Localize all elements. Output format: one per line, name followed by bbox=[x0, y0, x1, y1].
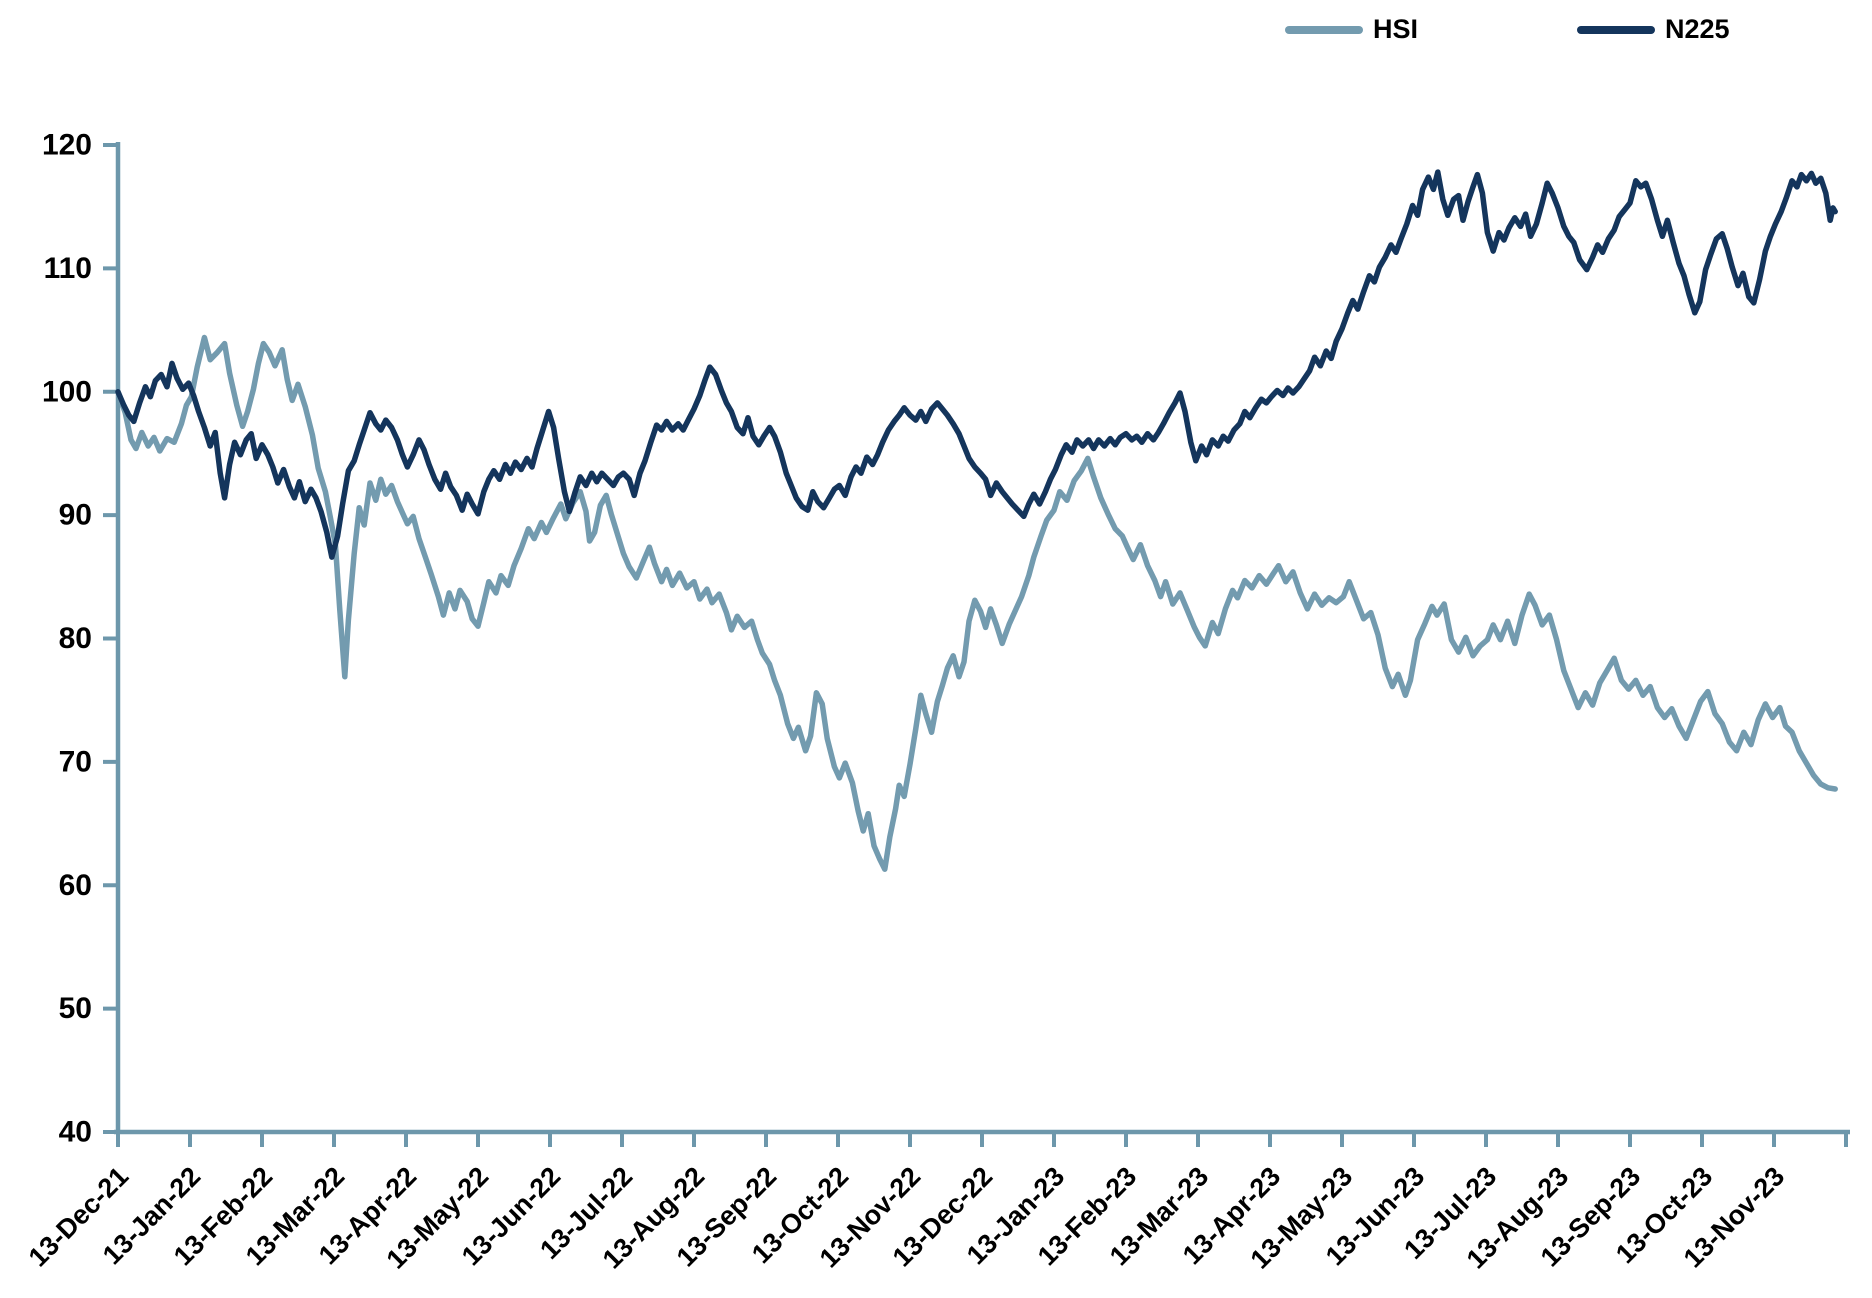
y-axis-tick-label: 50 bbox=[59, 992, 92, 1025]
y-axis-tick-label: 110 bbox=[44, 252, 92, 285]
n225-line-swatch bbox=[1577, 25, 1655, 34]
legend-item-hsi[interactable]: HSI bbox=[1285, 14, 1418, 45]
legend-label-hsi: HSI bbox=[1373, 14, 1419, 44]
y-axis-tick-label: 90 bbox=[59, 499, 92, 532]
y-axis-tick-label: 60 bbox=[59, 869, 92, 902]
y-axis-tick-label: 40 bbox=[59, 1116, 92, 1149]
y-axis-tick-label: 100 bbox=[42, 375, 92, 408]
y-axis-tick-label: 80 bbox=[59, 622, 92, 655]
n225-line-series[interactable] bbox=[115, 169, 1838, 560]
hsi-line-swatch bbox=[1285, 25, 1363, 34]
legend-item-n225[interactable]: N225 bbox=[1577, 14, 1730, 45]
y-axis-tick-label: 120 bbox=[42, 129, 92, 162]
y-axis-tick-label: 70 bbox=[59, 745, 92, 778]
hsi-line-series[interactable] bbox=[115, 334, 1838, 872]
chart-legend: HSI N225 bbox=[0, 14, 1872, 54]
legend-label-n225: N225 bbox=[1665, 14, 1730, 44]
